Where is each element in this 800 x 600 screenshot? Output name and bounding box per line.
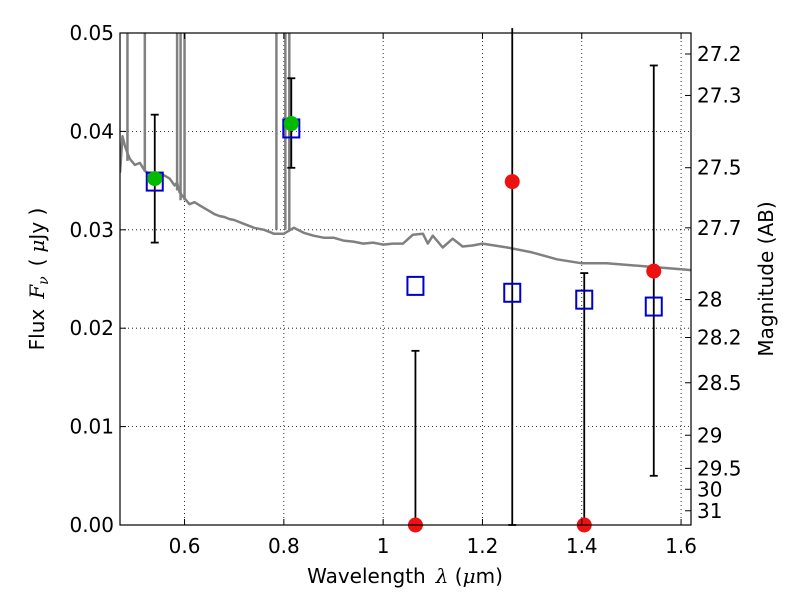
x-tick-label: 0.6 — [169, 534, 201, 558]
model-photometry-square — [644, 296, 663, 317]
nondetection-point — [504, 174, 520, 190]
axes: 0.6 0.8 1 1.2 1.4 1.6 0.00 0.01 0.02 0.03 0.04 0.05… — [69, 21, 741, 558]
y-axis-label: FluxFν(μJy ) — [25, 208, 52, 351]
detection-point — [283, 116, 299, 132]
y-tick-label: 0.02 — [69, 316, 114, 340]
detection-point — [147, 171, 163, 187]
model-photometry-square — [575, 289, 594, 310]
x-tick-label: 1.6 — [665, 534, 697, 558]
plot-area — [120, 33, 691, 272]
model-photometry-square — [406, 275, 425, 296]
x-tick-label: 1.4 — [566, 534, 598, 558]
magnitude-tick-label: 29 — [697, 423, 722, 447]
y-tick-label: 0.05 — [69, 21, 114, 45]
y-tick-label: 0.01 — [69, 415, 114, 439]
magnitude-tick-label: 27.3 — [697, 83, 742, 107]
magnitude-tick-label: 27.2 — [697, 42, 742, 66]
model-photometry-square — [503, 282, 522, 303]
x-tick-label: 1 — [377, 534, 390, 558]
y-tick-label: 0.00 — [69, 513, 114, 537]
magnitude-tick-label: 29.5 — [697, 456, 742, 480]
y2-axis-label: Magnitude (AB) — [754, 201, 778, 356]
x-tick-label: 1.2 — [467, 534, 499, 558]
magnitude-tick-label: 30 — [697, 477, 722, 501]
magnitude-tick-label: 27.5 — [697, 156, 742, 180]
spectrum-line — [120, 135, 691, 272]
y-tick-label: 0.04 — [69, 119, 114, 143]
y-tick-label: 0.03 — [69, 218, 114, 242]
magnitude-tick-label: 28.2 — [697, 325, 742, 349]
magnitude-tick-label: 28 — [697, 288, 722, 312]
x-axis-label: Wavelength λ (μm) — [307, 564, 503, 588]
magnitude-tick-label: 28.5 — [697, 371, 742, 395]
grid — [120, 32, 691, 526]
magnitude-tick-label: 31 — [697, 499, 722, 523]
nondetection-point — [646, 263, 662, 279]
magnitude-tick-label: 27.7 — [697, 216, 742, 240]
plot-frame — [119, 32, 692, 526]
markers — [145, 28, 663, 533]
x-tick-label: 0.8 — [268, 534, 300, 558]
